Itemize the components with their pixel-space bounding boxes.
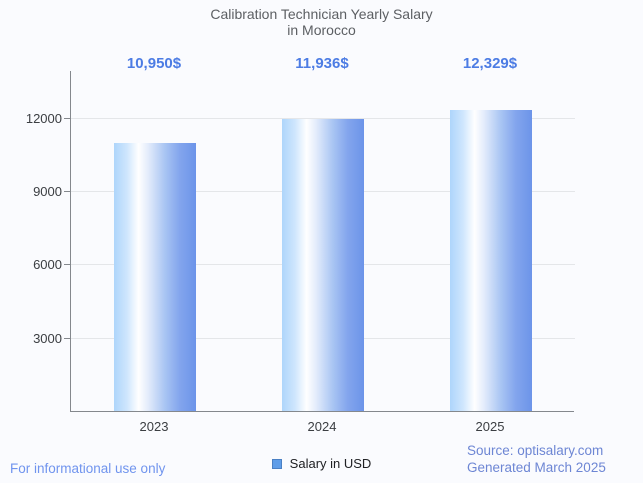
y-axis-tick-label: 6000 — [33, 257, 62, 272]
y-axis-tick-label: 3000 — [33, 331, 62, 346]
bar-value-label-2023: 10,950$ — [126, 55, 182, 72]
disclaimer-text: For informational use only — [10, 461, 166, 476]
bar-value-label-2024: 11,936$ — [295, 55, 349, 72]
y-axis-tick-mark — [64, 191, 70, 192]
bar-2024[interactable] — [282, 119, 364, 411]
y-axis-tick-mark — [64, 118, 70, 119]
legend-label: Salary in USD — [289, 456, 372, 471]
legend: Salary in USD — [0, 456, 643, 471]
bar-value-label-2025: 12,329$ — [462, 55, 518, 72]
y-axis-tick-label: 9000 — [33, 184, 62, 199]
y-axis-tick-label: 12000 — [25, 111, 62, 126]
source-attribution: Source: optisalary.com Generated March 2… — [467, 443, 606, 476]
y-axis-tick-mark — [64, 264, 70, 265]
chart-title: Calibration Technician Yearly Salary in … — [0, 6, 643, 38]
chart-title-line-1: Calibration Technician Yearly Salary — [210, 6, 433, 22]
bar-2023[interactable] — [114, 143, 196, 411]
generated-line: Generated March 2025 — [467, 459, 606, 475]
bar-2025[interactable] — [450, 110, 532, 411]
x-axis-tick-label-2025: 2025 — [475, 419, 505, 434]
legend-swatch-icon — [271, 458, 282, 469]
y-axis-tick-mark — [64, 338, 70, 339]
chart-title-line-2: in Morocco — [287, 22, 356, 38]
x-axis-tick-label-2024: 2024 — [307, 419, 337, 434]
plot-area — [64, 71, 575, 412]
source-line: Source: optisalary.com — [467, 443, 604, 458]
gridline — [71, 118, 575, 119]
x-axis-tick-label-2023: 2023 — [139, 419, 169, 434]
